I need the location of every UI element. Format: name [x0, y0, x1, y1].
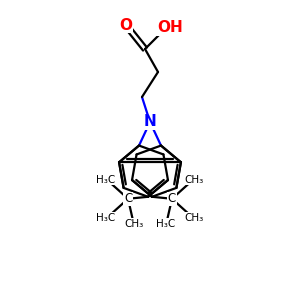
Text: H₃C: H₃C — [156, 219, 176, 229]
Text: H₃C: H₃C — [96, 175, 116, 185]
Text: N: N — [144, 115, 156, 130]
Text: C: C — [124, 192, 132, 205]
Text: O: O — [119, 17, 133, 32]
Text: OH: OH — [157, 20, 183, 35]
Text: H₃C: H₃C — [96, 213, 116, 223]
Text: CH₃: CH₃ — [184, 213, 204, 223]
Text: CH₃: CH₃ — [184, 175, 204, 185]
Text: C: C — [168, 192, 176, 205]
Text: CH₃: CH₃ — [124, 219, 144, 229]
